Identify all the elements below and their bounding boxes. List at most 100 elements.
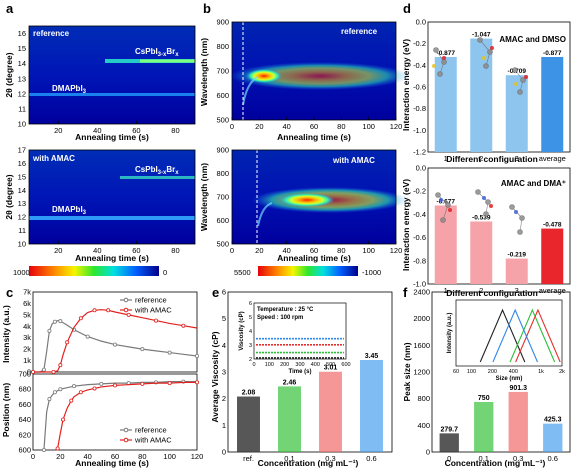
- panel-e-inset-ytick-label: 3: [249, 343, 252, 349]
- panel-b-bottom-ytick-label: 600: [216, 216, 229, 225]
- panel-d-bottom-frame: [427, 167, 571, 285]
- panel-d-top-ytick-label: -0.4: [413, 61, 426, 70]
- panel-d-top-bar: [505, 75, 528, 152]
- panel-d-bottom-bar-label: -0.478: [543, 222, 562, 229]
- panel-c-top-ytick-label: 5k: [23, 310, 31, 319]
- panel-e-label: e: [212, 285, 219, 300]
- panel-a-bottom-ytick-label: 11: [18, 226, 26, 235]
- panel-e-inset-ytick-label: 4: [249, 329, 252, 335]
- panel-d-top-ytick-label: -0.2: [413, 39, 426, 48]
- panel-a-bottom-peak-label-cspbibr: CsPbI3-xBrx: [135, 165, 179, 176]
- panel-b-bottom-tag: with AMAC: [332, 156, 375, 165]
- panel-c-bottom-legend-marker: [123, 437, 129, 443]
- panel-e-inset-ytick-label: 6: [249, 301, 252, 307]
- panel-c-top-point: [194, 353, 199, 358]
- panel-e-inset-xtick-label: 400: [311, 362, 320, 368]
- panel-e-ytick-label: 5: [222, 314, 226, 323]
- panel-c-bottom-legend-label: with AMAC: [134, 436, 172, 445]
- panel-c-top-point: [47, 328, 52, 333]
- panel-f-bar-label: 901.3: [509, 385, 527, 392]
- panel-a-bottom-xtick-label: 20: [54, 246, 62, 255]
- panel-e-inset-xtick-label: 500: [326, 362, 335, 368]
- panel-f-xtick-label: 0.3: [513, 454, 523, 463]
- panel-b-bottom-xtick-label: 120: [390, 246, 403, 255]
- panel-d-bottom-bar-label: -0.539: [472, 214, 491, 221]
- panel-c-bottom-point: [61, 417, 66, 422]
- panel-f-ytick-label: 1200: [413, 368, 430, 377]
- panel-e-chart: 0 1 2 3 4 5 6 2.08 ref. 2.46 0.1 3.01 0.3 3.45 0.6 Temp…: [222, 288, 393, 463]
- panel-f-label: f: [403, 285, 408, 300]
- panel-c-top-ytick-label: 4k: [23, 322, 31, 331]
- panel-c-bottom-ytick-label: 620: [18, 430, 31, 439]
- panel-e-xtick-label: ref.: [243, 454, 254, 463]
- panel-f-xlabel: Concentration (mg mL⁻¹): [445, 458, 546, 468]
- panel-b-bottom-xtick-label: 20: [255, 246, 263, 255]
- panel-f-ytick-label: 1600: [413, 341, 430, 350]
- panel-b-bottom-ytick-label: 500: [216, 240, 229, 249]
- panel-e-bar-label: 2.46: [283, 379, 297, 386]
- panel-f-bar: [508, 391, 528, 452]
- panel-c-top-point: [153, 318, 158, 323]
- panel-d-top-ytick-label: -0.8: [413, 104, 426, 113]
- panel-d-top-frame: [427, 21, 571, 153]
- panel-b-top-ytick-label: 600: [216, 91, 229, 100]
- panel-b-top-ytick-label: 800: [216, 42, 229, 51]
- panel-e-bar: [278, 386, 301, 452]
- panel-c-top-legend-marker: [123, 297, 129, 303]
- panel-c-bottom-legend-marker: [123, 427, 129, 433]
- panel-a-top-peak-label-dmapbi: DMAPbI3: [52, 84, 87, 95]
- panel-c-top-point: [52, 319, 57, 324]
- panel-e-ytick-label: 4: [222, 341, 226, 350]
- panel-c-xtick-label: 20: [56, 452, 64, 461]
- panel-b-bottom-ylabel: Wavelength (nm): [199, 163, 209, 231]
- panel-b-top-ytick-label: 700: [216, 67, 229, 76]
- peak-band-cspbibr-bottom: [120, 176, 195, 179]
- panel-c-xtick-label: 80: [138, 452, 146, 461]
- panel-c-top-point: [113, 342, 118, 347]
- panel-c-top-point: [181, 323, 186, 328]
- panel-d-bottom-ylabel: Interaction energy (eV): [401, 179, 411, 271]
- panel-e-inset-xlabel: Time (s): [289, 369, 312, 375]
- panel-d-bottom-xtick-label: 1: [444, 286, 448, 295]
- panel-b-top-axes: 500 600 700 800 900 0 20 40 60 80 100 120: [216, 18, 402, 132]
- panel-a-bottom-ytick-label: 15: [18, 172, 26, 181]
- panel-b-top-xtick-label: 60: [310, 122, 318, 131]
- panel-c-bottom-frame: [32, 373, 198, 451]
- panel-a-bottom-xtick-label: 60: [132, 246, 140, 255]
- panel-a-top-xtick-label: 60: [132, 126, 140, 135]
- panel-c-bottom-point: [47, 397, 52, 402]
- panel-d-bottom-ytick-label: -0.4: [413, 210, 426, 219]
- panel-a-top-ytick-label: 12: [18, 89, 26, 98]
- panel-d-top-bar-label: -0.877: [437, 50, 456, 57]
- panel-c-xtick-label: 60: [111, 452, 119, 461]
- panel-c-xtick-label: 120: [191, 452, 204, 461]
- panel-b-bottom-xtick-label: 100: [362, 246, 375, 255]
- panel-f-ytick-label: 2400: [413, 288, 430, 297]
- panel-c-bottom-point: [52, 390, 57, 395]
- colorbar-b: [258, 266, 358, 276]
- panel-d-top-ytick-label: 0.0: [416, 18, 426, 27]
- panel-f-bar: [543, 423, 563, 452]
- panel-a-bottom-xlabel: Annealing time (s): [75, 253, 149, 263]
- panel-d-top-xlabel: Different configuration: [446, 154, 538, 164]
- panel-d-label: d: [403, 1, 411, 16]
- panel-a-top-axes: 16 15 14 13 12 11 10 20 40 60 80: [18, 25, 196, 135]
- panel-e-bar: [237, 396, 260, 452]
- panel-b-bottom-xtick-label: 60: [310, 246, 318, 255]
- panel-c-label: c: [6, 285, 13, 300]
- panel-e-bar-label: 3.45: [365, 353, 379, 360]
- panel-f-ytick-label: 0: [426, 448, 430, 457]
- panel-f-inset-xlabel: Size (nm): [496, 376, 523, 382]
- panel-c-top-legend-label: with AMAC: [134, 306, 172, 315]
- panel-e-xtick-label: 0.6: [366, 454, 376, 463]
- panel-c-bottom-point: [92, 386, 97, 391]
- panel-e-inset-xtick-label: 0: [252, 362, 255, 368]
- panel-a-label: a: [6, 1, 14, 16]
- panel-c-top-legend-label: reference: [135, 296, 167, 305]
- panel-e-ytick-label: 1: [222, 421, 226, 430]
- panel-c-bottom-point: [167, 381, 172, 386]
- panel-d-top-title: AMAC and DMSO: [499, 35, 566, 44]
- panel-a-bottom-tag: with AMAC: [32, 154, 75, 163]
- panel-c-top-point: [140, 347, 145, 352]
- panel-e-inset-line: Speed : 100 rpm: [257, 315, 303, 321]
